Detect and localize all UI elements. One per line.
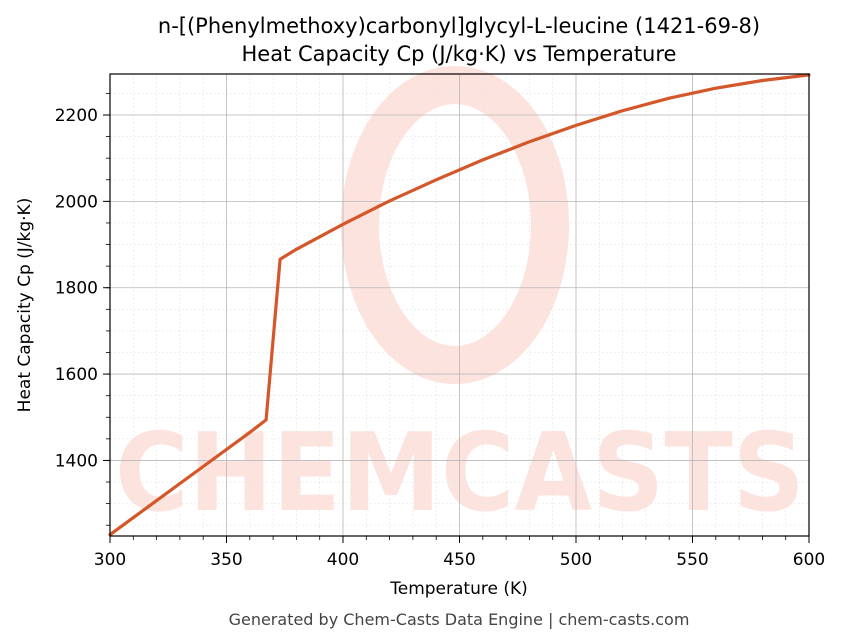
- x-tick-label: 400: [327, 550, 359, 570]
- x-axis-ticks: 300 350 400 450 500 550 600: [94, 536, 825, 570]
- y-tick-label: 2000: [55, 192, 98, 212]
- x-tick-label: 600: [793, 550, 825, 570]
- chart-title: n-[(Phenylmethoxy)carbonyl]glycyl-L-leuc…: [158, 14, 760, 38]
- y-tick-label: 2200: [55, 106, 98, 126]
- x-tick-label: 450: [443, 550, 475, 570]
- series-layer: [108, 73, 811, 537]
- watermark-ring: [341, 66, 569, 384]
- series-line-heat-capacity: [108, 73, 811, 537]
- y-tick-label: 1800: [55, 279, 98, 299]
- y-tick-label: 1600: [55, 365, 98, 385]
- x-tick-label: 350: [210, 550, 242, 570]
- x-tick-label: 500: [560, 550, 592, 570]
- y-axis-ticks: 1400 1600 1800 2000 2200: [55, 93, 110, 526]
- y-axis-label: Heat Capacity Cp (J/kg·K): [15, 198, 35, 413]
- footer-credit: Generated by Chem-Casts Data Engine | ch…: [229, 610, 690, 629]
- x-tick-label: 300: [94, 550, 126, 570]
- watermark-text: CHEMCASTS: [115, 411, 805, 536]
- chart-subtitle: Heat Capacity Cp (J/kg·K) vs Temperature: [242, 42, 677, 66]
- x-tick-label: 550: [676, 550, 708, 570]
- x-axis-label: Temperature (K): [389, 579, 528, 599]
- chemcasts-watermark: CHEMCASTS: [115, 66, 805, 536]
- y-tick-label: 1400: [55, 451, 98, 471]
